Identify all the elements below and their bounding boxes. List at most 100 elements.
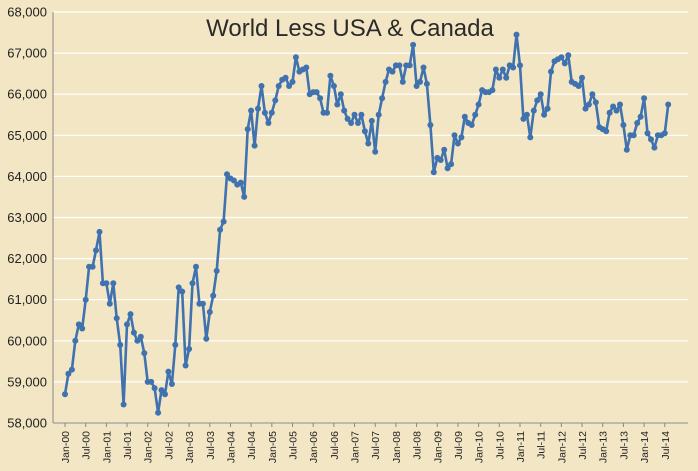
data-point	[606, 109, 613, 116]
data-point	[241, 193, 248, 200]
data-point	[372, 148, 379, 155]
data-point	[589, 91, 596, 98]
series-line-group	[63, 33, 670, 414]
data-point	[155, 409, 162, 416]
y-tick-label: 64,000	[7, 169, 47, 184]
y-tick-label: 58,000	[7, 416, 47, 431]
data-point	[137, 333, 144, 340]
data-point	[561, 60, 568, 67]
data-point	[641, 95, 648, 102]
data-point	[341, 107, 348, 114]
data-point	[148, 378, 155, 385]
x-tick-label: Jul-10	[494, 431, 506, 460]
data-point	[82, 296, 89, 303]
data-point	[379, 95, 386, 102]
data-point	[651, 144, 658, 151]
x-tick-label: Jul-05	[287, 431, 299, 460]
data-point	[610, 103, 617, 110]
x-tick-label: Jul-12	[577, 431, 589, 460]
data-point	[224, 171, 230, 178]
data-point	[510, 64, 517, 71]
data-point	[575, 83, 582, 89]
data-point	[117, 341, 124, 348]
data-point	[189, 280, 196, 287]
data-point	[344, 115, 351, 122]
data-point	[630, 132, 637, 139]
data-point	[158, 387, 165, 394]
data-point	[324, 109, 330, 116]
data-point	[68, 366, 75, 373]
data-point	[275, 83, 282, 89]
x-tick-label: Jul-13	[618, 431, 630, 460]
data-point	[427, 122, 434, 128]
data-point	[472, 111, 479, 118]
data-point	[582, 105, 589, 112]
data-point	[255, 105, 261, 112]
data-point	[634, 120, 641, 126]
data-point	[365, 140, 372, 147]
data-point	[444, 165, 451, 172]
y-tick-label: 61,000	[7, 292, 47, 307]
data-point	[351, 111, 358, 118]
x-tick-label: Jan-11	[515, 431, 527, 462]
data-point	[417, 78, 423, 85]
data-point	[375, 111, 382, 118]
data-point	[217, 226, 224, 233]
data-point	[503, 74, 510, 81]
data-point	[151, 385, 158, 392]
data-point	[448, 161, 455, 168]
data-point	[499, 66, 506, 73]
data-point	[355, 120, 361, 126]
x-tick-label: Jan-07	[350, 431, 362, 463]
data-point	[172, 341, 179, 348]
data-point	[520, 115, 527, 122]
data-point	[620, 122, 627, 128]
data-point	[303, 64, 310, 71]
series-line	[63, 33, 670, 414]
data-point	[337, 91, 344, 98]
data-point	[113, 315, 120, 322]
data-point	[103, 280, 110, 287]
data-point	[120, 401, 127, 408]
data-point	[489, 87, 496, 94]
data-point	[206, 309, 213, 315]
data-point	[613, 107, 620, 114]
y-tick-label: 65,000	[7, 128, 47, 143]
data-point	[585, 101, 592, 108]
x-tick-label: Jul-03	[205, 431, 217, 460]
data-point	[382, 78, 389, 85]
data-point	[261, 109, 268, 116]
data-point	[644, 130, 651, 137]
data-point	[268, 109, 275, 116]
x-tick-label: Jan-02	[143, 431, 155, 463]
data-point	[289, 78, 296, 85]
data-point	[213, 267, 220, 274]
data-point	[603, 128, 610, 135]
data-point	[451, 132, 458, 139]
x-tick-label: Jan-10	[474, 431, 486, 463]
data-point	[179, 288, 186, 295]
data-point	[527, 134, 534, 141]
data-point	[330, 83, 337, 89]
data-point	[237, 179, 244, 186]
data-point	[127, 311, 134, 318]
data-point	[396, 62, 403, 69]
x-tick-label: Jan-05	[267, 431, 279, 463]
grid-lines	[53, 11, 688, 424]
data-point	[475, 101, 482, 108]
data-point	[410, 41, 417, 48]
data-point	[492, 66, 499, 73]
data-point	[461, 113, 468, 120]
data-point	[210, 292, 217, 299]
x-tick-label: Jan-09	[432, 431, 444, 463]
y-tick-label: 68,000	[7, 5, 47, 20]
data-point	[327, 72, 334, 79]
data-point	[430, 169, 437, 176]
data-point	[423, 80, 430, 87]
data-point	[313, 89, 320, 96]
data-point	[579, 74, 585, 81]
data-point	[251, 142, 258, 149]
data-point	[592, 99, 599, 106]
y-tick-label: 67,000	[7, 46, 47, 61]
